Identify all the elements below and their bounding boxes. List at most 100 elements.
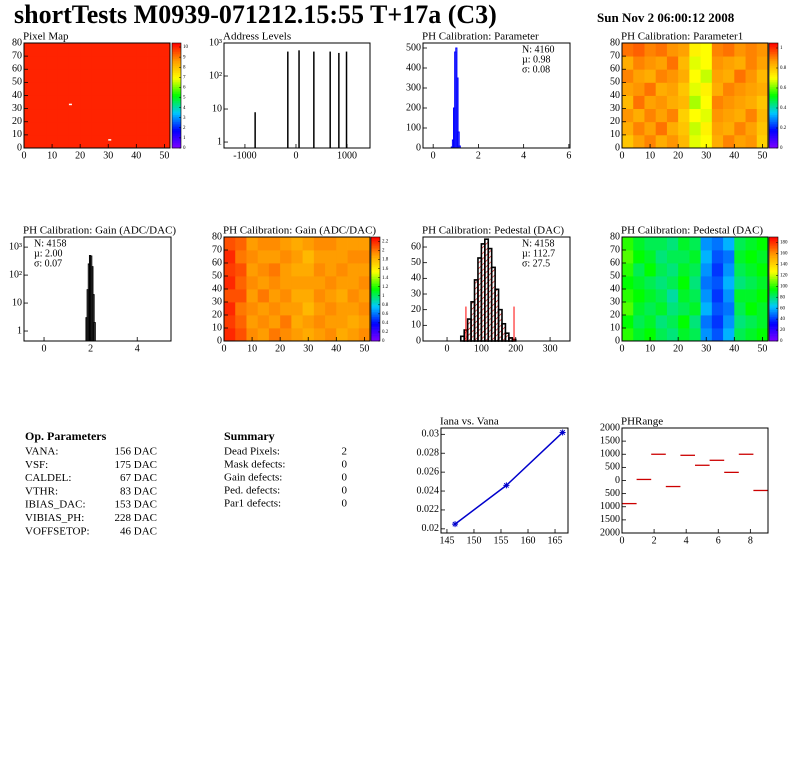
x-tick-label: 20 xyxy=(673,150,683,161)
heatmap-cell xyxy=(57,121,70,136)
colorbar-label: 7 xyxy=(183,75,186,80)
heatmap-cell xyxy=(655,276,668,290)
heatmap-cell xyxy=(622,315,634,329)
heatmap-cell xyxy=(147,121,160,136)
plot-frame xyxy=(422,42,571,149)
x-tick-label: 0 xyxy=(620,343,625,354)
y-tick-label: 1500 xyxy=(600,435,620,446)
heatmap-cell xyxy=(235,263,247,277)
heatmap-cell xyxy=(655,108,668,123)
colorbar-segment xyxy=(769,242,778,245)
y-tick-label: 1000 xyxy=(600,501,620,512)
colorbar-label: 0.2 xyxy=(382,330,389,335)
colorbar-segment xyxy=(371,257,380,260)
heatmap-cell xyxy=(113,95,126,110)
colorbar-segment xyxy=(769,114,778,117)
colorbar-segment xyxy=(172,128,181,131)
heatmap-cell xyxy=(655,237,668,251)
y-tick-label: 70 xyxy=(12,50,22,61)
x-tick-label: 0 xyxy=(22,150,27,161)
colorbar-segment xyxy=(172,48,181,51)
heatmap-cell xyxy=(666,108,679,123)
colorbar-label: 9 xyxy=(183,55,186,60)
heatmap-cell xyxy=(313,276,326,290)
heatmap-cell xyxy=(358,315,371,329)
heatmap-cell xyxy=(35,121,47,136)
summary-value: 0 xyxy=(342,498,348,510)
plot-title: PH Calibration: Parameter1 xyxy=(621,31,743,43)
heatmap-cell xyxy=(91,56,104,70)
heatmap-cell xyxy=(102,134,115,149)
x-tick-label: 0 xyxy=(222,343,227,354)
heatmap-cell xyxy=(666,302,679,316)
heatmap-cell xyxy=(68,121,81,136)
heatmap-cell xyxy=(336,289,348,303)
y-tick-label: 10³ xyxy=(9,241,22,252)
heatmap-cell xyxy=(622,108,634,123)
heatmap-cell xyxy=(689,56,702,70)
heatmap-cell xyxy=(257,276,270,290)
heatmap-cell xyxy=(57,108,70,123)
y-tick-label: 0.026 xyxy=(417,466,440,477)
colorbar-segment xyxy=(172,130,181,133)
heatmap-cell xyxy=(622,95,634,110)
colorbar-segment xyxy=(769,51,778,54)
heatmap-cell xyxy=(325,328,337,342)
y-tick-label: 2000 xyxy=(600,422,620,433)
heatmap-cell xyxy=(734,134,746,149)
colorbar-segment xyxy=(769,43,778,46)
heatmap-cell xyxy=(622,237,634,251)
colorbar-segment xyxy=(769,249,778,252)
colorbar-segment xyxy=(172,120,181,123)
colorbar-segment xyxy=(371,283,380,286)
heatmap-cell xyxy=(689,237,702,251)
colorbar-segment xyxy=(769,280,778,283)
heatmap-cell xyxy=(336,276,348,290)
x-tick-label: 6 xyxy=(566,150,571,161)
heatmap-cell xyxy=(291,276,304,290)
heatmap-cell xyxy=(336,250,348,264)
colorbar-label: 1 xyxy=(183,136,186,141)
x-tick-label: 150 xyxy=(466,535,481,546)
colorbar-segment xyxy=(769,289,778,292)
colorbar-segment xyxy=(769,60,778,63)
colorbar-label: 6 xyxy=(183,86,186,91)
stat-label: N: 4158 xyxy=(34,238,67,249)
y-tick-label: 2000 xyxy=(600,527,620,538)
plot-title: PHRange xyxy=(621,416,663,428)
heatmap-cell xyxy=(147,56,160,70)
heatmap-cell xyxy=(678,134,690,149)
heatmap-cell xyxy=(666,237,679,251)
colorbar-segment xyxy=(769,278,778,281)
heatmap-cell xyxy=(700,315,713,329)
heatmap-cell xyxy=(102,121,115,136)
heatmap-cell xyxy=(711,276,724,290)
y-tick-label: 20 xyxy=(411,304,421,315)
colorbar-segment xyxy=(172,71,181,74)
heatmap-cell xyxy=(291,263,304,277)
heatmap-cell xyxy=(655,302,668,316)
colorbar-segment xyxy=(172,46,181,49)
y-tick-label: 80 xyxy=(610,37,620,48)
heatmap-cell xyxy=(655,328,668,342)
colorbar-segment xyxy=(371,339,380,342)
heatmap-cell xyxy=(711,250,724,264)
colorbar-segment xyxy=(371,302,380,305)
heatmap-cell xyxy=(57,82,70,96)
colorbar-segment xyxy=(769,50,778,53)
heatmap-cell xyxy=(633,43,645,57)
colorbar-segment xyxy=(769,58,778,61)
colorbar-segment xyxy=(769,261,778,264)
colorbar-label: 0 xyxy=(780,146,783,151)
heatmap-cell xyxy=(113,56,126,70)
stat-label: µ: 2.00 xyxy=(34,248,63,259)
colorbar-segment xyxy=(769,264,778,267)
colorbar-segment xyxy=(769,85,778,88)
summary-value: 0 xyxy=(342,472,348,484)
y-tick-label: 0.028 xyxy=(417,448,440,459)
colorbar-segment xyxy=(371,266,380,269)
colorbar-segment xyxy=(769,285,778,288)
heatmap-cell xyxy=(644,108,657,123)
colorbar-segment xyxy=(172,76,181,79)
